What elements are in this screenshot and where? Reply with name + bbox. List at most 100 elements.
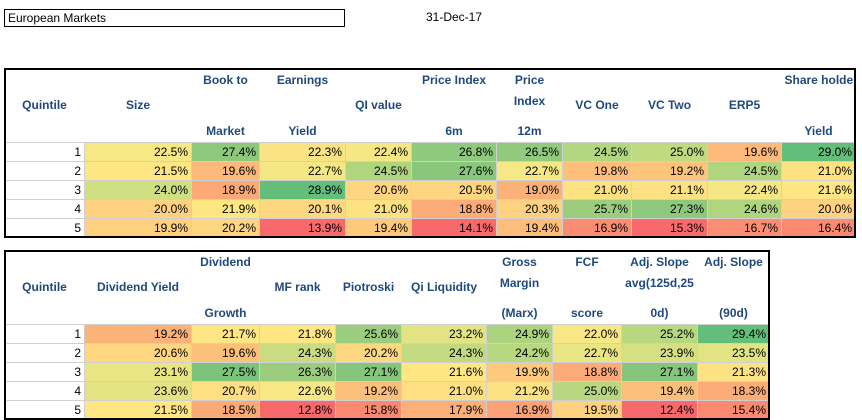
- value-cell[interactable]: 21.9%: [191, 199, 260, 219]
- value-cell[interactable]: 22.7%: [552, 343, 622, 363]
- value-cell[interactable]: 29.0%: [781, 142, 856, 162]
- value-cell[interactable]: 19.6%: [707, 142, 782, 162]
- value-cell[interactable]: 20.6%: [84, 343, 192, 363]
- value-cell[interactable]: 16.4%: [781, 218, 856, 238]
- value-cell[interactable]: 24.5%: [707, 161, 782, 181]
- sheet-title[interactable]: European Markets: [4, 9, 345, 27]
- value-cell[interactable]: 21.1%: [631, 180, 708, 200]
- value-cell[interactable]: 25.0%: [631, 142, 708, 162]
- quintile-cell[interactable]: 5: [4, 400, 85, 420]
- quintile-cell[interactable]: 5: [4, 218, 85, 238]
- value-cell[interactable]: 20.0%: [84, 199, 192, 219]
- value-cell[interactable]: 24.3%: [259, 343, 336, 363]
- value-cell[interactable]: 29.4%: [697, 324, 770, 344]
- value-cell[interactable]: 26.5%: [496, 142, 563, 162]
- value-cell[interactable]: 20.0%: [781, 199, 856, 219]
- value-cell[interactable]: 19.4%: [621, 381, 698, 401]
- value-cell[interactable]: 19.2%: [335, 381, 402, 401]
- value-cell[interactable]: 18.8%: [552, 362, 622, 382]
- value-cell[interactable]: 22.7%: [496, 161, 563, 181]
- value-cell[interactable]: 19.4%: [345, 218, 412, 238]
- quintile-cell[interactable]: 3: [4, 362, 85, 382]
- value-cell[interactable]: 22.5%: [84, 142, 192, 162]
- quintile-cell[interactable]: 1: [4, 142, 85, 162]
- quintile-cell[interactable]: 4: [4, 381, 85, 401]
- value-cell[interactable]: 23.1%: [84, 362, 192, 382]
- value-cell[interactable]: 20.2%: [335, 343, 402, 363]
- value-cell[interactable]: 21.2%: [486, 381, 553, 401]
- value-cell[interactable]: 21.5%: [84, 161, 192, 181]
- value-cell[interactable]: 22.6%: [259, 381, 336, 401]
- value-cell[interactable]: 19.8%: [562, 161, 632, 181]
- value-cell[interactable]: 20.1%: [259, 199, 346, 219]
- value-cell[interactable]: 19.6%: [191, 343, 260, 363]
- value-cell[interactable]: 25.7%: [562, 199, 632, 219]
- value-cell[interactable]: 24.0%: [84, 180, 192, 200]
- value-cell[interactable]: 25.2%: [621, 324, 698, 344]
- value-cell[interactable]: 21.7%: [191, 324, 260, 344]
- value-cell[interactable]: 23.6%: [84, 381, 192, 401]
- value-cell[interactable]: 22.7%: [259, 161, 346, 181]
- value-cell[interactable]: 26.3%: [259, 362, 336, 382]
- value-cell[interactable]: 21.8%: [259, 324, 336, 344]
- value-cell[interactable]: 21.0%: [562, 180, 632, 200]
- value-cell[interactable]: 27.6%: [411, 161, 497, 181]
- quintile-cell[interactable]: 2: [4, 161, 85, 181]
- value-cell[interactable]: 23.2%: [401, 324, 487, 344]
- value-cell[interactable]: 20.7%: [191, 381, 260, 401]
- value-cell[interactable]: 21.3%: [697, 362, 770, 382]
- quintile-cell[interactable]: 2: [4, 343, 85, 363]
- value-cell[interactable]: 16.9%: [486, 400, 553, 420]
- value-cell[interactable]: 18.8%: [411, 199, 497, 219]
- value-cell[interactable]: 23.9%: [621, 343, 698, 363]
- value-cell[interactable]: 19.2%: [631, 161, 708, 181]
- value-cell[interactable]: 24.3%: [401, 343, 487, 363]
- value-cell[interactable]: 16.7%: [707, 218, 782, 238]
- value-cell[interactable]: 14.1%: [411, 218, 497, 238]
- value-cell[interactable]: 24.5%: [562, 142, 632, 162]
- value-cell[interactable]: 19.0%: [496, 180, 563, 200]
- value-cell[interactable]: 19.9%: [486, 362, 553, 382]
- value-cell[interactable]: 21.6%: [781, 180, 856, 200]
- value-cell[interactable]: 13.9%: [259, 218, 346, 238]
- value-cell[interactable]: 27.1%: [621, 362, 698, 382]
- value-cell[interactable]: 18.5%: [191, 400, 260, 420]
- value-cell[interactable]: 21.0%: [345, 199, 412, 219]
- value-cell[interactable]: 21.5%: [84, 400, 192, 420]
- value-cell[interactable]: 19.9%: [84, 218, 192, 238]
- value-cell[interactable]: 27.5%: [191, 362, 260, 382]
- value-cell[interactable]: 15.4%: [697, 400, 770, 420]
- value-cell[interactable]: 22.0%: [552, 324, 622, 344]
- value-cell[interactable]: 24.2%: [486, 343, 553, 363]
- value-cell[interactable]: 21.0%: [401, 381, 487, 401]
- value-cell[interactable]: 28.9%: [259, 180, 346, 200]
- value-cell[interactable]: 21.0%: [781, 161, 856, 181]
- value-cell[interactable]: 18.9%: [191, 180, 260, 200]
- value-cell[interactable]: 23.5%: [697, 343, 770, 363]
- value-cell[interactable]: 24.5%: [345, 161, 412, 181]
- value-cell[interactable]: 25.0%: [552, 381, 622, 401]
- value-cell[interactable]: 15.3%: [631, 218, 708, 238]
- value-cell[interactable]: 22.4%: [707, 180, 782, 200]
- value-cell[interactable]: 12.8%: [259, 400, 336, 420]
- value-cell[interactable]: 19.6%: [191, 161, 260, 181]
- value-cell[interactable]: 27.4%: [191, 142, 260, 162]
- value-cell[interactable]: 25.6%: [335, 324, 402, 344]
- value-cell[interactable]: 26.8%: [411, 142, 497, 162]
- value-cell[interactable]: 27.1%: [335, 362, 402, 382]
- value-cell[interactable]: 16.9%: [562, 218, 632, 238]
- value-cell[interactable]: 20.3%: [496, 199, 563, 219]
- value-cell[interactable]: 17.9%: [401, 400, 487, 420]
- value-cell[interactable]: 20.6%: [345, 180, 412, 200]
- value-cell[interactable]: 12.4%: [621, 400, 698, 420]
- value-cell[interactable]: 18.3%: [697, 381, 770, 401]
- value-cell[interactable]: 24.6%: [707, 199, 782, 219]
- value-cell[interactable]: 19.5%: [552, 400, 622, 420]
- value-cell[interactable]: 20.5%: [411, 180, 497, 200]
- value-cell[interactable]: 21.6%: [401, 362, 487, 382]
- value-cell[interactable]: 22.4%: [345, 142, 412, 162]
- quintile-cell[interactable]: 1: [4, 324, 85, 344]
- quintile-cell[interactable]: 3: [4, 180, 85, 200]
- value-cell[interactable]: 27.3%: [631, 199, 708, 219]
- value-cell[interactable]: 19.2%: [84, 324, 192, 344]
